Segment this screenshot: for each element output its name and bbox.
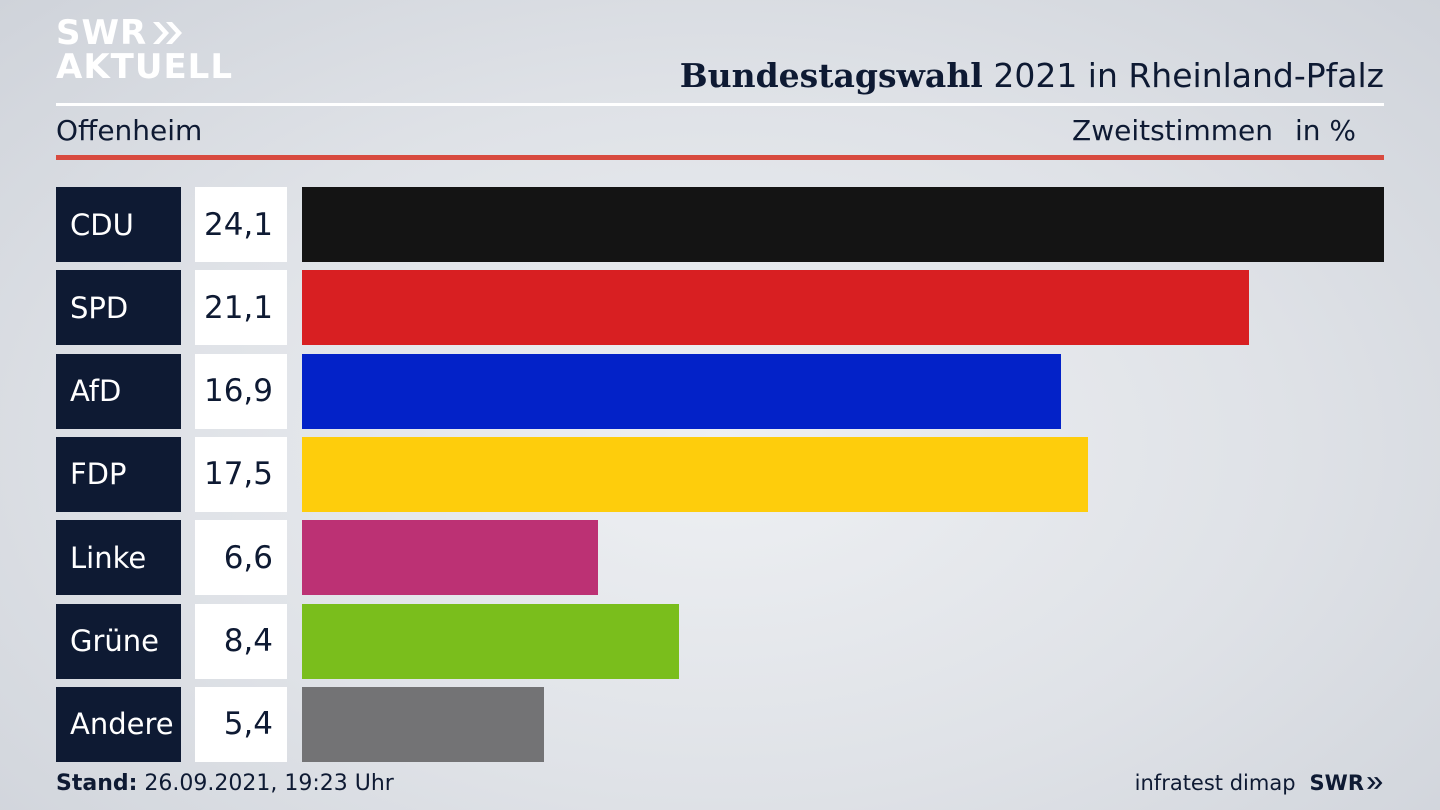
value-label: 16,9	[195, 353, 287, 429]
party-label: CDU	[56, 187, 181, 262]
metric-label: Zweitstimmen in %	[1072, 114, 1384, 147]
source-name: infratest dimap	[1134, 771, 1296, 795]
stand-label: Stand:	[56, 771, 138, 796]
party-label: SPD	[56, 270, 181, 346]
brand-chevron-icon	[1367, 777, 1383, 789]
metric-unit: in %	[1294, 114, 1356, 147]
party-label: FDP	[56, 436, 181, 512]
swr-brand: SWR	[1310, 771, 1384, 795]
party-label: Linke	[56, 520, 181, 596]
timestamp: Stand: 26.09.2021, 19:23 Uhr	[56, 771, 394, 796]
value-label: 6,6	[195, 520, 287, 596]
place-name: Offenheim	[56, 114, 203, 147]
bar	[302, 270, 1249, 346]
title-rest: 2021 in Rheinland-Pfalz	[982, 56, 1384, 95]
value-label: 24,1	[195, 187, 287, 262]
bar	[302, 436, 1088, 512]
logo-line2: AKTUELL	[56, 47, 234, 87]
party-label: Grüne	[56, 603, 181, 679]
value-label: 17,5	[195, 436, 287, 512]
bar-row-fdp: FDP 17,5	[56, 436, 1384, 512]
logo-line1: SWR	[56, 13, 148, 53]
party-label: AfD	[56, 353, 181, 429]
bar	[302, 187, 1384, 262]
party-label: Andere	[56, 686, 181, 762]
bar-row-spd: SPD 21,1	[56, 270, 1384, 346]
bar-row-linke: Linke 6,6	[56, 520, 1384, 596]
swr-brand-text: SWR	[1309, 771, 1364, 795]
swr-aktuell-logo: SWR AKTUELL	[56, 16, 233, 84]
bar-row-cdu: CDU 24,1	[56, 187, 1384, 262]
bar	[302, 603, 679, 679]
value-label: 8,4	[195, 603, 287, 679]
header-divider	[56, 103, 1384, 106]
value-label: 5,4	[195, 686, 287, 762]
bar-row-andere: Andere 5,4	[56, 686, 1384, 762]
chart-title: Bundestagswahl 2021 in Rheinland-Pfalz	[680, 56, 1384, 95]
logo-chevron-icon	[153, 22, 183, 44]
metric-name: Zweitstimmen	[1072, 114, 1273, 147]
value-label: 21,1	[195, 270, 287, 346]
stand-value: 26.09.2021, 19:23 Uhr	[137, 771, 394, 796]
bar	[302, 520, 598, 596]
bar	[302, 353, 1061, 429]
source-credit: infratest dimap SWR	[1135, 771, 1384, 795]
bar	[302, 686, 544, 762]
accent-divider	[56, 155, 1384, 160]
bar-row-grüne: Grüne 8,4	[56, 603, 1384, 679]
title-bold: Bundestagswahl	[679, 56, 983, 95]
bar-row-afd: AfD 16,9	[56, 353, 1384, 429]
